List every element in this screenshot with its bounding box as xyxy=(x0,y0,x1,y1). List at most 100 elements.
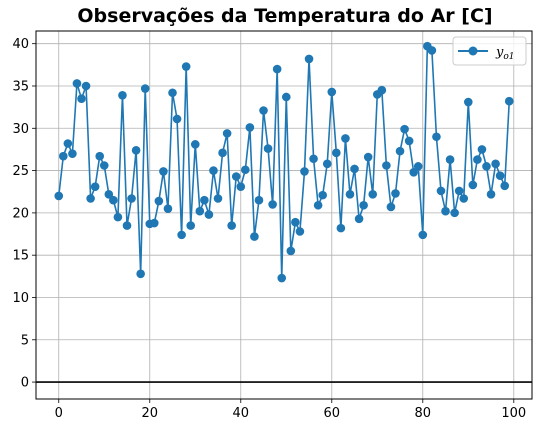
data-point xyxy=(473,155,482,164)
data-point xyxy=(363,152,373,162)
data-point xyxy=(500,181,509,191)
data-point xyxy=(482,162,491,171)
data-point xyxy=(463,97,473,107)
data-point xyxy=(400,124,409,134)
data-point xyxy=(95,151,105,161)
data-point xyxy=(163,204,173,213)
y-tick-label: 40 xyxy=(12,37,29,52)
data-point xyxy=(263,144,273,153)
data-point xyxy=(427,46,437,55)
data-point xyxy=(245,123,255,132)
data-point xyxy=(113,212,123,222)
data-point xyxy=(459,194,469,203)
data-point xyxy=(309,154,318,164)
data-point xyxy=(181,62,191,71)
data-point xyxy=(81,81,91,91)
data-point xyxy=(77,94,86,103)
x-tick-label: 20 xyxy=(141,406,158,421)
data-point xyxy=(122,221,132,230)
data-point xyxy=(177,230,186,240)
data-point xyxy=(250,232,259,241)
legend: yo1 xyxy=(452,36,527,66)
y-tick-label: 25 xyxy=(12,164,29,179)
data-point xyxy=(436,186,446,196)
data-point xyxy=(90,182,100,191)
data-point xyxy=(350,164,359,174)
data-point xyxy=(281,92,291,102)
data-point xyxy=(486,189,496,199)
data-point xyxy=(209,166,218,175)
data-point xyxy=(354,214,364,224)
data-point xyxy=(268,200,277,209)
data-point xyxy=(172,114,182,124)
data-point xyxy=(86,194,95,203)
data-point xyxy=(218,148,227,158)
data-point xyxy=(468,180,478,190)
data-point xyxy=(391,189,400,198)
data-point xyxy=(72,79,82,88)
data-point xyxy=(140,84,150,93)
data-point xyxy=(450,208,459,218)
y-tick-label: 10 xyxy=(12,291,29,306)
x-tick-label: 100 xyxy=(501,406,526,421)
legend-series-name: y xyxy=(495,45,504,60)
data-point xyxy=(477,145,487,154)
data-point xyxy=(332,148,341,158)
data-point xyxy=(190,140,200,149)
y-tick-label: 30 xyxy=(12,122,29,137)
data-point xyxy=(59,151,68,161)
data-point xyxy=(295,227,305,236)
y-tick-label: 35 xyxy=(12,79,29,94)
data-point xyxy=(409,167,418,177)
legend-marker-swatch xyxy=(468,46,478,56)
data-point xyxy=(395,146,405,156)
data-point xyxy=(200,195,209,205)
data-point xyxy=(418,230,428,240)
data-point xyxy=(382,161,391,170)
data-point xyxy=(313,200,323,210)
data-point xyxy=(68,149,77,158)
data-point xyxy=(213,194,223,203)
data-point xyxy=(404,136,414,146)
y-tick-label: 20 xyxy=(12,206,29,221)
data-point xyxy=(254,195,264,205)
data-point xyxy=(127,194,136,203)
data-point xyxy=(118,90,127,100)
data-point xyxy=(368,189,378,199)
data-point xyxy=(99,161,109,170)
legend-box xyxy=(452,36,527,66)
data-point xyxy=(272,64,282,74)
data-point xyxy=(154,196,164,206)
data-point xyxy=(432,132,441,142)
x-tick-label: 80 xyxy=(415,406,432,421)
legend-series-subscript: o1 xyxy=(503,52,514,62)
data-point xyxy=(277,273,287,283)
data-point xyxy=(150,218,159,228)
data-point xyxy=(336,223,346,233)
x-tick-label: 0 xyxy=(55,406,63,421)
series-layer xyxy=(54,41,514,283)
data-point xyxy=(327,87,337,97)
y-tick-label: 5 xyxy=(21,333,29,348)
data-point xyxy=(186,221,196,230)
chart-title: Observações da Temperatura do Ar [C] xyxy=(77,5,492,27)
y-tick-label: 15 xyxy=(12,249,29,264)
data-point xyxy=(454,186,464,196)
data-point xyxy=(377,85,387,95)
data-point xyxy=(495,171,505,180)
data-point xyxy=(168,88,177,98)
axis-ticks: 0 20 40 60 80 100 0 5 10 15 20 25 30 35 40 xyxy=(12,37,526,421)
x-tick-label: 60 xyxy=(324,406,341,421)
data-point xyxy=(241,165,250,175)
data-point xyxy=(286,246,296,256)
data-point xyxy=(504,96,514,106)
data-point xyxy=(386,202,396,212)
data-point xyxy=(304,54,314,64)
data-point xyxy=(222,129,232,138)
data-point xyxy=(136,269,145,279)
data-point xyxy=(491,159,500,169)
data-point xyxy=(54,191,64,201)
plot-frame xyxy=(35,30,533,400)
data-point xyxy=(445,155,455,164)
